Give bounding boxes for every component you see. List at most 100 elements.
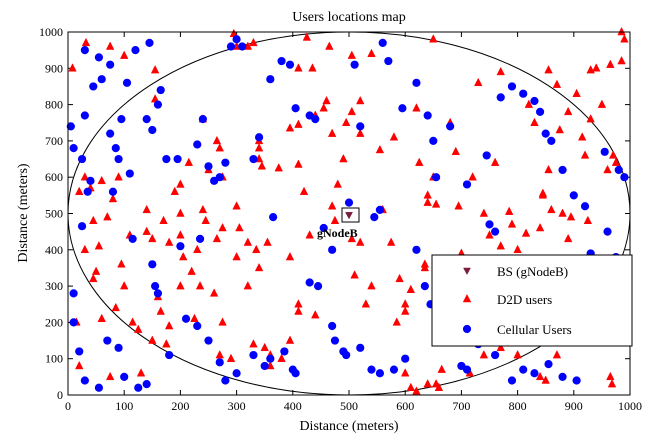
- cellular-user-point: [142, 380, 151, 389]
- d2d-user-point: [94, 241, 104, 250]
- cellular-user-point: [412, 245, 421, 254]
- d2d-user-point: [176, 179, 185, 188]
- d2d-user-point: [347, 106, 357, 116]
- d2d-user-point: [474, 77, 483, 87]
- cellular-user-point: [580, 202, 590, 211]
- d2d-user-point: [277, 353, 286, 362]
- d2d-user-point: [375, 144, 385, 154]
- d2d-user-point: [299, 186, 309, 195]
- d2d-user-point: [607, 379, 617, 388]
- cellular-user-point: [114, 154, 123, 164]
- cellular-user-point: [195, 234, 205, 244]
- cellular-user-point: [114, 343, 123, 352]
- d2d-user-point: [367, 281, 376, 290]
- cellular-user-point: [530, 369, 539, 378]
- cellular-user-point: [600, 147, 609, 156]
- d2d-user-point: [367, 48, 376, 58]
- d2d-user-point: [423, 379, 432, 388]
- cellular-user-point: [384, 56, 393, 66]
- cellular-user-point: [111, 144, 120, 153]
- cellular-user-point: [128, 234, 137, 244]
- d2d-user-point: [479, 350, 489, 359]
- cellular-user-point: [193, 321, 202, 331]
- d2d-user-point: [415, 157, 424, 166]
- d2d-user-point: [285, 123, 295, 132]
- y-tick-label: 500: [45, 207, 63, 221]
- d2d-user-point: [552, 79, 562, 88]
- d2d-user-point: [209, 288, 219, 297]
- cellular-user-point: [367, 365, 376, 374]
- d2d-user-point: [235, 222, 244, 232]
- cellular-user-point: [457, 361, 466, 371]
- cellular-user-point: [125, 169, 134, 178]
- d2d-user-point: [608, 150, 618, 159]
- d2d-user-point: [249, 339, 258, 348]
- cellular-user-point: [151, 282, 160, 291]
- d2d-user-point: [496, 66, 505, 76]
- d2d-user-point: [80, 244, 90, 254]
- d2d-user-point: [583, 215, 593, 225]
- cellular-user-point: [277, 56, 286, 66]
- cellular-user-point: [80, 46, 89, 55]
- cellular-user-point: [176, 242, 185, 251]
- d2d-user-point: [490, 157, 500, 166]
- cellular-user-point: [462, 180, 472, 189]
- d2d-user-point: [311, 310, 320, 319]
- d2d-user-point: [578, 132, 587, 141]
- cellular-user-point: [215, 358, 224, 367]
- d2d-user-point: [437, 364, 446, 373]
- d2d-user-point: [198, 204, 208, 214]
- x-axis: 0 100 200 300 400 500 600 700 800 900 1000: [65, 32, 642, 413]
- d2d-user-point: [179, 252, 188, 261]
- d2d-user-point: [617, 26, 626, 36]
- x-tick-label: 0: [65, 399, 71, 413]
- y-tick-label: 400: [45, 243, 63, 257]
- cellular-user-point: [482, 151, 491, 160]
- d2d-user-point: [128, 317, 137, 326]
- d2d-user-point: [274, 163, 283, 172]
- x-tick-label: 600: [396, 399, 414, 413]
- cellular-user-point: [285, 60, 295, 69]
- chart-title: Users locations map: [292, 10, 406, 25]
- d2d-user-point: [68, 63, 77, 72]
- d2d-user-point: [294, 159, 303, 168]
- d2d-user-point: [356, 95, 365, 105]
- d2d-user-point: [103, 212, 112, 221]
- legend-label-d2d: D2D users: [497, 292, 552, 307]
- d2d-user-point: [89, 215, 98, 225]
- d2d-user-point: [89, 273, 98, 283]
- cellular-user-point: [328, 245, 337, 254]
- d2d-user-point: [156, 306, 165, 315]
- y-axis-label: Distance (meters): [16, 163, 31, 262]
- d2d-user-point: [254, 143, 264, 152]
- d2d-user-point: [524, 99, 534, 108]
- cellular-user-point: [375, 369, 385, 378]
- d2d-user-point: [485, 230, 494, 239]
- cellular-user-point: [238, 42, 247, 51]
- d2d-user-point: [333, 179, 342, 188]
- d2d-user-point: [232, 252, 241, 261]
- x-tick-label: 500: [340, 399, 358, 413]
- cellular-user-point: [153, 289, 163, 298]
- d2d-user-point: [392, 317, 401, 326]
- cellular-user-point: [266, 75, 275, 84]
- cellular-user-point: [269, 213, 278, 222]
- cellular-user-point: [291, 369, 300, 378]
- cellular-user-point: [535, 107, 545, 116]
- cellular-user-point: [193, 140, 202, 149]
- cellular-user-point: [420, 282, 429, 291]
- d2d-user-point: [327, 201, 337, 210]
- d2d-user-point: [252, 244, 261, 254]
- d2d-user-point: [330, 215, 340, 225]
- d2d-user-point: [142, 204, 151, 214]
- d2d-user-point: [566, 212, 576, 221]
- cellular-user-point: [134, 383, 143, 392]
- plot-frame: [67, 31, 631, 396]
- cellular-user-point: [142, 115, 151, 124]
- cellular-user-point: [226, 42, 236, 51]
- cellular-user-point: [204, 336, 213, 345]
- d2d-user-point: [563, 233, 573, 243]
- cellular-user-point: [378, 38, 387, 47]
- cellular-user-point: [350, 60, 359, 69]
- d2d-user-point: [254, 262, 264, 272]
